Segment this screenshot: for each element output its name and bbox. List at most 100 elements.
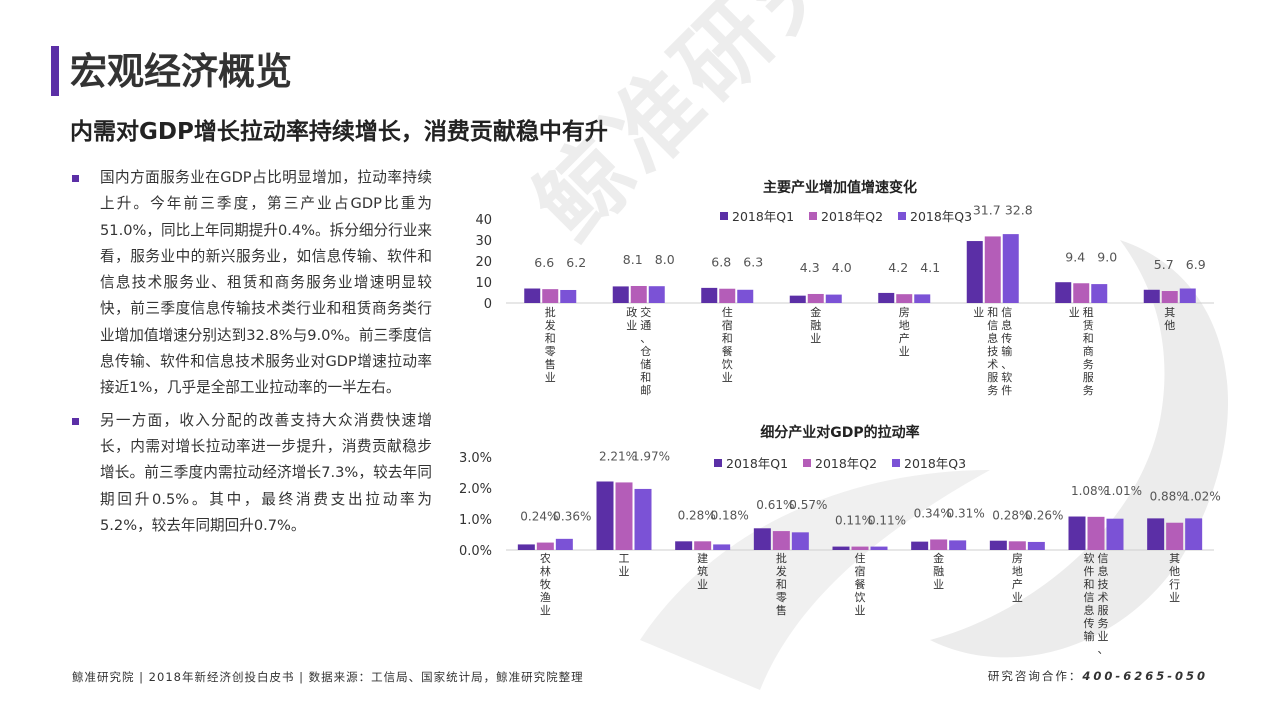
category-label-char: 和 — [987, 306, 998, 319]
bullet-square-icon — [72, 417, 79, 425]
bar — [1055, 282, 1072, 303]
category-label-char: 务 — [987, 384, 998, 397]
data-label: 0.28% — [992, 508, 1030, 522]
data-label: 2.21% — [599, 449, 637, 463]
category-label-char: 餐 — [855, 577, 866, 591]
bar — [1068, 516, 1086, 550]
category-label-char: 通 — [640, 319, 651, 332]
data-label: 6.6 — [534, 255, 554, 270]
data-label: 31.7 — [973, 202, 1001, 217]
bar — [630, 285, 647, 303]
legend-swatch — [898, 212, 906, 220]
data-label: 1.08% — [1071, 484, 1109, 498]
category-label-char: 业 — [899, 345, 910, 358]
category-label-char: 业 — [810, 332, 821, 345]
legend-swatch — [803, 459, 811, 467]
bar — [719, 288, 736, 303]
data-label: 0.34% — [914, 506, 952, 520]
category-label-char: 发 — [776, 564, 787, 578]
category-label-char: 房 — [899, 306, 910, 319]
category-label-char: 批 — [776, 551, 787, 565]
category-label-char: 业 — [540, 604, 551, 617]
data-label: 0.57% — [789, 498, 827, 512]
category-label-char: 息 — [987, 331, 998, 345]
category-label-char: 务 — [1083, 358, 1094, 371]
category-label-char: 和 — [640, 371, 651, 384]
bullet-list: 国内方面服务业在GDP占比明显增加，拉动率持续上升。今年前三季度，第三产业占GD… — [72, 165, 432, 545]
category-label-char: 牧 — [540, 577, 551, 591]
bullet-text: 另一方面，收入分配的改善支持大众消费快速增长，内需对增长拉动率进一步提升，消费贡… — [100, 411, 432, 534]
category-label-char: 产 — [1012, 577, 1023, 591]
y-tick-label: 3.0% — [459, 451, 492, 466]
bar — [1002, 234, 1019, 303]
category-label-char: 务 — [1083, 384, 1094, 397]
footer-contact: 研究咨询合作：400-6265-050 — [988, 668, 1208, 684]
category-label-char: 宿 — [722, 318, 733, 332]
bar — [536, 542, 554, 550]
category-label-char: 息 — [1001, 318, 1012, 332]
category-label-char: 业 — [1169, 591, 1180, 604]
category-label-char: 工 — [619, 552, 630, 565]
category-label-char: 服 — [987, 371, 998, 384]
bar — [612, 286, 629, 303]
category-label-char: 业 — [1012, 591, 1023, 604]
footer-contact-label: 研究咨询合作： — [987, 669, 1083, 683]
data-label: 9.0 — [1097, 249, 1117, 264]
category-label-char: 交 — [640, 305, 651, 319]
category-label-char: 业 — [722, 371, 733, 384]
bar — [1179, 288, 1196, 303]
bar — [524, 288, 541, 303]
category-label-char: 农 — [540, 551, 551, 565]
y-tick-label: 2.0% — [459, 482, 492, 497]
bar — [517, 544, 535, 550]
category-label-char: 饮 — [722, 358, 733, 371]
category-label-char: 传 — [1084, 617, 1095, 630]
page-title: 宏观经济概览 — [70, 50, 292, 93]
data-label: 9.4 — [1065, 249, 1085, 264]
category-label-char: 业 — [1098, 630, 1109, 643]
data-label: 8.1 — [623, 252, 643, 267]
bar — [753, 528, 771, 550]
category-label-char: 住 — [722, 305, 733, 319]
bar — [1147, 518, 1165, 550]
category-label-char: 售 — [776, 603, 787, 617]
category-label-char: 件 — [1084, 565, 1095, 578]
bar — [949, 540, 967, 550]
bar — [560, 289, 577, 303]
y-tick-label: 0.0% — [459, 544, 492, 559]
category-label-char: 融 — [933, 565, 944, 578]
bar — [615, 482, 633, 550]
category-label-char: 林 — [540, 564, 551, 578]
bar — [1073, 283, 1090, 303]
bar — [1027, 541, 1045, 550]
bar — [1143, 289, 1160, 303]
bar — [914, 294, 931, 303]
category-label-char: 业 — [545, 371, 556, 384]
data-label: 0.28% — [678, 508, 716, 522]
category-label-char: 业 — [973, 306, 984, 319]
bar — [737, 289, 754, 303]
category-label-char: 渔 — [540, 591, 551, 604]
bullet-text: 国内方面服务业在GDP占比明显增加，拉动率持续上升。今年前三季度，第三产业占GD… — [100, 169, 432, 397]
legend-label: 2018年Q3 — [910, 209, 972, 224]
y-tick-label: 40 — [475, 213, 492, 228]
data-label: 0.31% — [947, 506, 985, 520]
category-label-char: 业 — [626, 319, 637, 332]
bar — [1185, 518, 1203, 550]
category-label-char: 信 — [987, 319, 998, 332]
bar — [1106, 518, 1124, 550]
bar — [789, 295, 806, 303]
data-label: 6.3 — [743, 255, 763, 270]
data-label: 0.18% — [711, 508, 749, 522]
category-label-char: 金 — [810, 305, 821, 319]
category-label-char: 术 — [1098, 591, 1109, 604]
data-label: 8.0 — [655, 252, 675, 267]
bar — [930, 539, 948, 550]
data-label: 32.8 — [1005, 202, 1033, 217]
category-label-char: 建 — [697, 551, 708, 565]
category-label-char: 传 — [1001, 332, 1012, 345]
category-label-char: 、 — [1098, 643, 1109, 656]
category-label-char: 和 — [776, 578, 787, 591]
